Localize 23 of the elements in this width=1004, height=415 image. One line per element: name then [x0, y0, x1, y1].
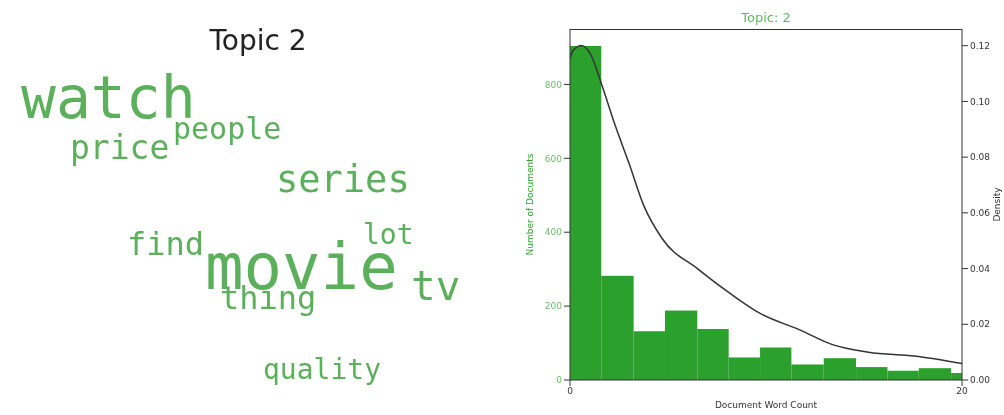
text: series	[276, 158, 410, 201]
y-tick-label: 800	[544, 79, 563, 90]
text: Topic 2	[208, 24, 307, 57]
y2-tick-label: 0.00	[970, 375, 991, 386]
y2-tick-label: 0.04	[970, 263, 991, 274]
y2-tick-label: 0.06	[970, 208, 991, 219]
x-axis-title: Document Word Count	[714, 400, 818, 410]
y2-tick-label: 0.02	[970, 319, 991, 330]
text: tv	[411, 262, 461, 310]
y-tick-label: 600	[544, 153, 563, 164]
y2-tick-label: 0.12	[970, 40, 991, 51]
chart-title: Topic: 2	[740, 10, 792, 25]
text: price	[70, 128, 170, 167]
x-tick-label: 20	[956, 386, 968, 397]
y-tick-label: 400	[544, 227, 563, 238]
text: find	[127, 225, 205, 263]
y2-tick-label: 0.10	[970, 96, 991, 107]
y-axis-title: Number of Documents	[525, 153, 535, 256]
y2-axis-title: Density	[992, 186, 1002, 222]
y2-tick-label: 0.08	[970, 152, 991, 163]
y-tick-label: 200	[544, 301, 563, 312]
y-tick-label: 0	[556, 375, 563, 386]
text: quality	[263, 353, 382, 386]
